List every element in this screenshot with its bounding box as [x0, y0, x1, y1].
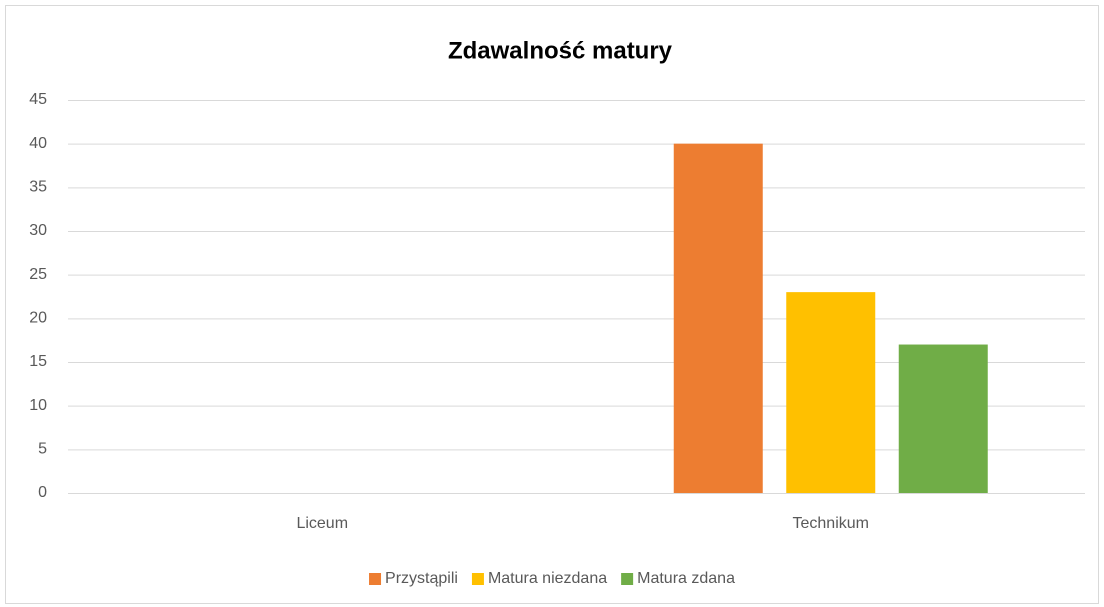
- y-tick-label: 15: [29, 353, 47, 370]
- chart-title: Zdawalność matury: [448, 37, 673, 64]
- y-tick-label: 35: [29, 179, 47, 196]
- x-tick-label: Technikum: [793, 515, 869, 532]
- y-tick-label: 45: [29, 91, 47, 108]
- bar: [898, 344, 988, 493]
- y-tick-label: 40: [29, 135, 47, 152]
- y-tick-label: 30: [29, 222, 47, 239]
- y-tick-label: 25: [29, 266, 47, 283]
- y-tick-label: 0: [38, 484, 47, 501]
- legend-label: Przystąpili: [385, 570, 458, 587]
- legend-label: Matura zdana: [637, 570, 735, 587]
- y-tick-label: 10: [29, 397, 47, 414]
- legend-swatch: [369, 573, 382, 585]
- legend-label: Matura niezdana: [488, 570, 607, 587]
- chart-border: [5, 5, 1099, 604]
- legend-swatch: [621, 573, 634, 585]
- bar: [673, 143, 763, 493]
- x-tick-label: Liceum: [296, 515, 348, 532]
- y-tick-label: 20: [29, 310, 47, 327]
- legend-swatch: [471, 573, 484, 585]
- bar: [786, 292, 876, 493]
- y-tick-label: 5: [38, 441, 47, 458]
